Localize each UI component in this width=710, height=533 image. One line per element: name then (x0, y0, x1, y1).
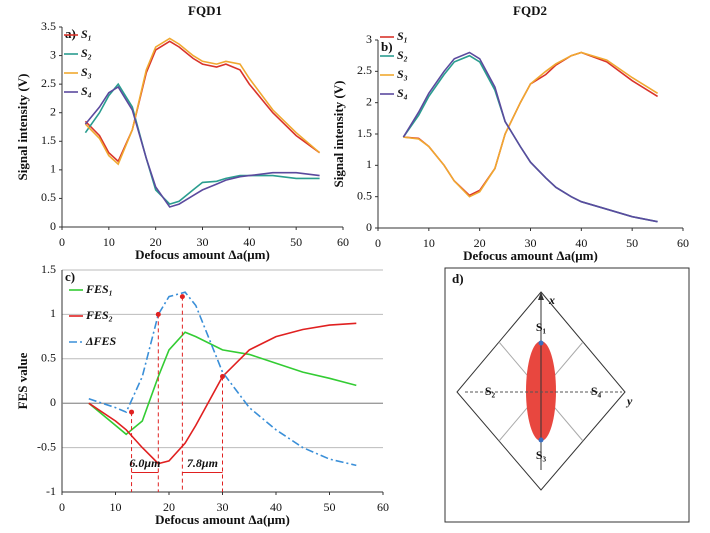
panel-label: c) (65, 269, 75, 284)
y-tick-label: 1 (50, 162, 56, 176)
sensor-label: S₄ (591, 384, 602, 398)
series-line (402, 54, 658, 223)
x-tick-label: 50 (324, 500, 336, 514)
x-tick-label: 0 (59, 500, 65, 514)
y-axis-label: Signal intensity (V) (331, 81, 346, 188)
point (538, 340, 544, 346)
x-tick-label: 10 (103, 235, 115, 249)
series-line (84, 40, 321, 163)
x-axis-label: Defocus amount Δa(μm) (155, 512, 290, 527)
series-line (84, 82, 320, 206)
legend-label: S₁ (81, 27, 92, 41)
y-tick-label: 0 (366, 220, 372, 234)
axis-y-label: y (625, 394, 633, 408)
x-tick-label: 40 (243, 235, 255, 249)
marker (155, 311, 161, 317)
panel-frame (444, 267, 690, 523)
series-line (402, 51, 658, 223)
y-tick-label: 2 (50, 104, 56, 118)
x-axis-label: Defocus amount Δa(μm) (135, 247, 270, 262)
x-tick-label: 10 (423, 236, 435, 250)
chart-title: FQD2 (513, 3, 547, 18)
legend-label: S₂ (81, 46, 92, 60)
x-tick-label: 50 (626, 236, 638, 250)
y-tick-label: 1.5 (357, 126, 372, 140)
x-tick-label: 40 (270, 500, 282, 514)
x-axis-label: Defocus amount Δa(μm) (463, 248, 598, 263)
legend-label: FES₂ (85, 308, 113, 322)
panel-label: a) (65, 26, 76, 41)
legend-label: ΔFES (85, 334, 117, 348)
point (538, 437, 544, 443)
marker (129, 409, 135, 415)
annotation: 7.8μm (187, 456, 218, 470)
legend-label: S₁ (397, 29, 408, 43)
x-tick-label: 60 (377, 500, 389, 514)
y-tick-label: 0 (50, 219, 56, 233)
y-tick-label: 3 (50, 47, 56, 61)
panel-d: d) x y S₁ S₂ S₃ S₄ (444, 267, 690, 523)
sensor-label: S₃ (536, 448, 547, 462)
x-tick-label: 20 (163, 500, 175, 514)
x-tick-label: 0 (375, 236, 381, 250)
x-tick-label: 40 (575, 236, 587, 250)
x-tick-label: 20 (150, 235, 162, 249)
y-tick-label: -1 (46, 484, 56, 498)
axis-x-label: x (548, 293, 555, 307)
chart: FQD1 0 0.5 1 1.5 2 2.5 3 3.5 0 10 20 30 40 50 60 Defocus… (15, 3, 349, 262)
y-tick-label: 1.5 (41, 133, 56, 147)
legend-label: FES₁ (85, 282, 113, 296)
x-tick-label: 60 (677, 236, 689, 250)
chart: -1 -0.5 0 0.5 1 1.5 0 10 20 30 40 50 60 Defocus amoun… (15, 262, 389, 527)
legend-label: S₄ (397, 86, 408, 100)
y-tick-label: -0.5 (37, 439, 56, 453)
arrow-head (538, 292, 544, 300)
panel-label: d) (452, 271, 464, 286)
x-tick-label: 30 (525, 236, 537, 250)
y-tick-label: 2.5 (357, 63, 372, 77)
legend-label: S₃ (81, 65, 92, 79)
x-tick-label: 10 (110, 500, 122, 514)
y-tick-label: 1.5 (41, 262, 56, 276)
marker (179, 294, 185, 300)
y-tick-label: 2.5 (41, 76, 56, 90)
series-line (88, 291, 357, 467)
legend-label: S₂ (397, 48, 408, 62)
y-tick-label: 3 (366, 32, 372, 46)
series-line (84, 85, 320, 208)
y-tick-label: 3.5 (41, 19, 56, 33)
legend-label: S₄ (81, 84, 92, 98)
y-tick-label: 1 (50, 306, 56, 320)
annotation: 6.0μm (129, 456, 160, 470)
marker (220, 374, 225, 380)
x-tick-label: 60 (337, 235, 349, 249)
x-tick-label: 30 (217, 500, 229, 514)
sensor-label: S₁ (536, 320, 547, 334)
y-tick-label: 1 (366, 157, 372, 171)
diamond (456, 291, 626, 491)
chart-title: FQD1 (188, 3, 222, 18)
y-tick-label: 0.5 (41, 190, 56, 204)
y-tick-label: 0 (50, 395, 56, 409)
x-tick-label: 50 (290, 235, 302, 249)
x-tick-label: 20 (474, 236, 486, 250)
y-tick-label: 2 (366, 94, 372, 108)
legend-label: S₃ (397, 67, 408, 81)
series-line (84, 37, 321, 166)
y-axis-label: Signal intensity (V) (15, 74, 30, 181)
sensor-label: S₂ (485, 384, 496, 398)
series-line (88, 322, 357, 465)
x-tick-label: 30 (197, 235, 209, 249)
panel-label: b) (381, 39, 393, 54)
series-line (403, 51, 659, 198)
y-tick-label: 0.5 (41, 351, 56, 365)
y-tick-label: 0.5 (357, 188, 372, 202)
x-tick-label: 0 (59, 235, 65, 249)
y-axis-label: FES value (15, 352, 30, 409)
